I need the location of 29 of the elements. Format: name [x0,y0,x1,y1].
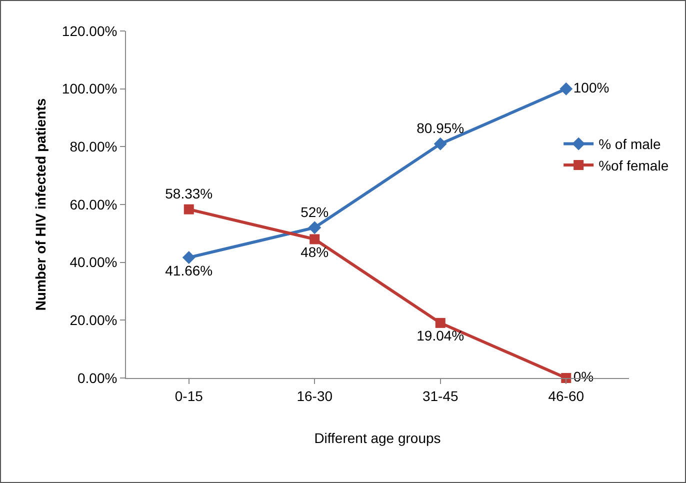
x-tick-label: 16-30 [296,388,333,404]
x-tick-label: 0-15 [174,388,204,404]
data-label: 80.95% [416,120,464,136]
y-tick-label: 80.00% [70,138,118,155]
point [434,137,447,150]
point [310,234,320,244]
point [182,251,196,264]
point [560,82,573,96]
y-tick-label: 20.00% [70,312,118,328]
data-label: 100% [573,79,610,96]
point [435,318,446,328]
legend-label: % of male [598,136,662,152]
x-tick-label: 31-45 [422,388,458,404]
legend-label: %of female [598,157,669,174]
y-axis-title: Number of HIV infected patients [32,98,49,311]
data-label: 58.33% [165,186,213,202]
data-label: 52% [300,204,329,220]
y-tick-label: 60.00% [70,196,118,212]
y-tick-label: 120.00% [62,22,118,39]
x-axis-title: Different age groups [314,430,441,446]
y-tick-label: 0.00% [77,370,118,386]
data-label: 19.04% [416,328,464,344]
y-tick-label: 40.00% [70,254,118,270]
x-tick-label: 46-60 [548,388,584,404]
point [184,204,194,214]
data-label: 48% [300,244,329,260]
data-label: 41.66% [165,262,213,278]
point [308,221,322,234]
y-tick-label: 100.00% [62,80,118,97]
